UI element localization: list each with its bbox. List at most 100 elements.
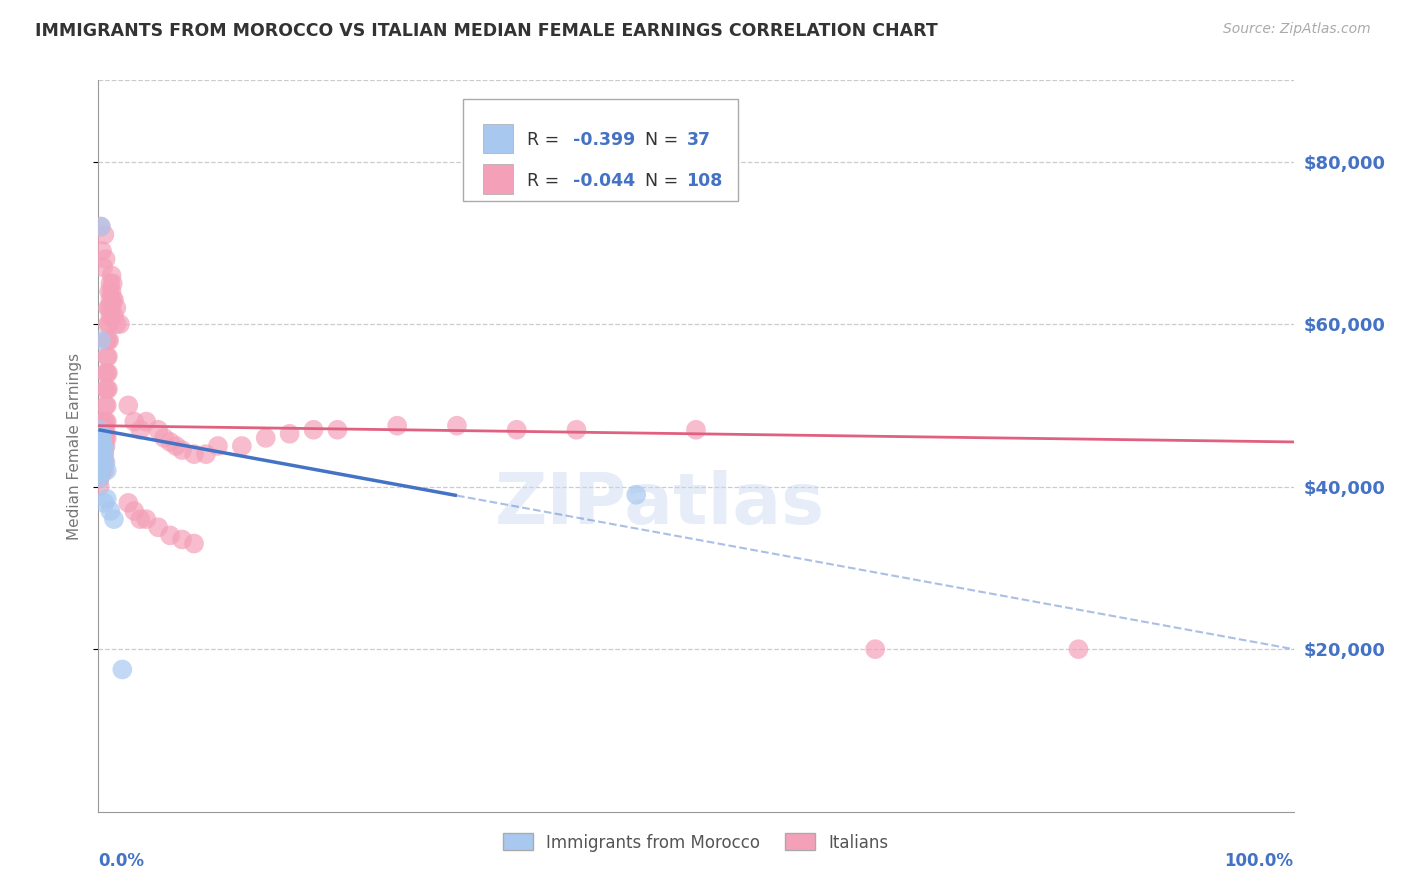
- Point: [89, 431, 111, 445]
- Point: [90, 423, 112, 437]
- Point: [89, 455, 111, 469]
- Point: [91, 431, 114, 445]
- Point: [90, 447, 112, 461]
- Point: [90, 455, 112, 469]
- Point: [302, 423, 325, 437]
- Text: R =: R =: [527, 131, 565, 150]
- Point: [98, 285, 121, 299]
- Point: [183, 447, 205, 461]
- Point: [97, 382, 120, 396]
- Point: [91, 426, 114, 441]
- Text: N =: N =: [644, 171, 683, 190]
- FancyBboxPatch shape: [463, 99, 738, 201]
- Point: [117, 496, 139, 510]
- Point: [94, 382, 117, 396]
- Point: [124, 504, 146, 518]
- Point: [91, 455, 114, 469]
- Point: [90, 439, 112, 453]
- Point: [90, 439, 112, 453]
- Point: [148, 423, 170, 437]
- Point: [91, 439, 114, 453]
- FancyBboxPatch shape: [484, 164, 513, 194]
- Point: [89, 451, 111, 466]
- Point: [91, 447, 114, 461]
- Point: [91, 415, 114, 429]
- Point: [91, 431, 114, 445]
- Point: [626, 488, 648, 502]
- Point: [91, 434, 114, 449]
- Point: [89, 455, 111, 469]
- Point: [91, 463, 114, 477]
- Point: [91, 443, 114, 458]
- Point: [89, 459, 111, 474]
- Text: ZIPatlas: ZIPatlas: [495, 470, 825, 539]
- Point: [96, 366, 118, 380]
- Point: [90, 431, 112, 445]
- Point: [103, 309, 125, 323]
- Point: [98, 317, 121, 331]
- Point: [98, 504, 122, 518]
- Point: [91, 451, 114, 466]
- Point: [98, 277, 122, 291]
- Point: [153, 431, 176, 445]
- Point: [89, 434, 111, 449]
- Point: [89, 447, 111, 461]
- Point: [89, 431, 111, 445]
- Point: [96, 334, 118, 348]
- Point: [90, 443, 112, 458]
- Point: [91, 443, 114, 458]
- Point: [91, 418, 114, 433]
- Point: [91, 439, 114, 453]
- Point: [159, 528, 181, 542]
- FancyBboxPatch shape: [484, 124, 513, 153]
- Point: [108, 317, 131, 331]
- Point: [91, 423, 114, 437]
- Point: [90, 426, 112, 441]
- Point: [103, 293, 125, 307]
- Point: [90, 431, 112, 445]
- Point: [94, 252, 117, 266]
- Point: [231, 439, 253, 453]
- Point: [97, 334, 120, 348]
- Point: [278, 426, 301, 441]
- Point: [183, 536, 205, 550]
- Point: [100, 301, 122, 315]
- Point: [94, 423, 117, 437]
- Point: [94, 431, 117, 445]
- Point: [172, 443, 194, 458]
- Point: [91, 434, 114, 449]
- Point: [89, 471, 111, 485]
- Text: IMMIGRANTS FROM MOROCCO VS ITALIAN MEDIAN FEMALE EARNINGS CORRELATION CHART: IMMIGRANTS FROM MOROCCO VS ITALIAN MEDIA…: [35, 22, 938, 40]
- Point: [165, 439, 187, 453]
- Point: [96, 382, 118, 396]
- Point: [105, 301, 128, 315]
- Point: [89, 463, 111, 477]
- Point: [105, 317, 128, 331]
- Point: [96, 491, 118, 506]
- Point: [98, 293, 122, 307]
- Point: [93, 447, 115, 461]
- Point: [135, 415, 157, 429]
- Point: [98, 334, 121, 348]
- Point: [91, 431, 114, 445]
- Point: [89, 480, 111, 494]
- Point: [89, 443, 111, 458]
- Point: [96, 398, 118, 412]
- Point: [96, 350, 118, 364]
- Text: 108: 108: [686, 171, 723, 190]
- Point: [91, 244, 114, 258]
- Point: [101, 293, 124, 307]
- Point: [865, 642, 887, 657]
- Point: [93, 415, 115, 429]
- Point: [685, 423, 707, 437]
- Point: [117, 398, 139, 412]
- Point: [90, 451, 112, 466]
- Point: [89, 418, 111, 433]
- Point: [93, 423, 115, 437]
- Point: [89, 439, 111, 453]
- Point: [90, 467, 112, 482]
- Point: [97, 301, 120, 315]
- Point: [98, 301, 121, 315]
- Point: [93, 227, 115, 242]
- Point: [94, 439, 117, 453]
